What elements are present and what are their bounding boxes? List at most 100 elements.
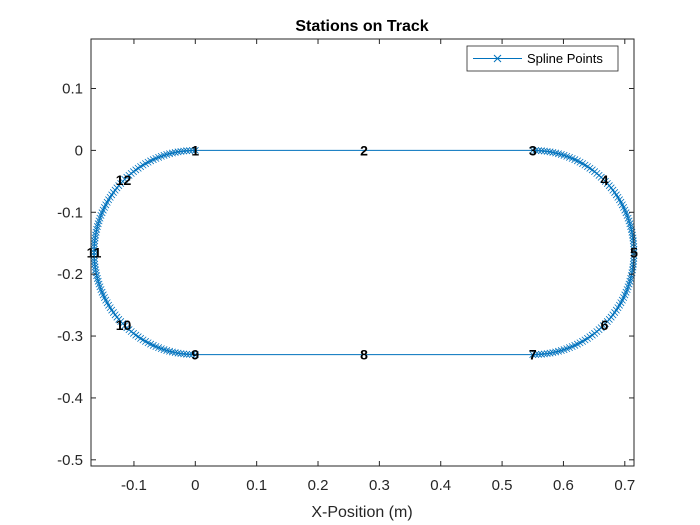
spline-point-marker <box>560 151 568 159</box>
spline-point-marker <box>627 274 635 282</box>
x-tick-label: -0.1 <box>121 477 147 494</box>
x-axis-title: X-Position (m) <box>311 504 412 521</box>
spline-point-marker <box>549 349 557 357</box>
spline-point-marker <box>95 217 103 225</box>
spline-point-marker <box>183 350 191 358</box>
spline-point-marker <box>92 266 100 274</box>
spline-point-marker <box>555 150 562 158</box>
spline-point-marker <box>163 346 171 354</box>
spline-point-marker <box>186 350 194 358</box>
spline-point-marker <box>629 231 636 239</box>
plot-frame <box>90 38 635 467</box>
spline-point-marker <box>543 147 551 155</box>
y-tick-label: -0.3 <box>57 328 83 345</box>
spline-point-marker <box>174 349 182 357</box>
spline-point-marker <box>93 223 101 231</box>
chart-title: Stations on Track <box>295 18 428 35</box>
y-tick-label: -0.1 <box>57 204 83 221</box>
spline-point-marker <box>557 151 565 159</box>
x-tick-label: 0.4 <box>430 477 451 494</box>
spline-point-marker <box>160 346 168 354</box>
spline-point-marker <box>166 347 174 355</box>
spline-point-marker <box>163 151 171 159</box>
spline-point-marker <box>166 150 174 158</box>
spline-point-marker <box>168 348 176 356</box>
spline-point-marker <box>529 351 537 359</box>
spline-point-marker <box>93 272 101 280</box>
spline-point-marker <box>94 277 102 285</box>
spline-point-marker <box>94 220 102 228</box>
spline-point-marker <box>96 214 104 222</box>
spline-point-marker <box>540 350 548 358</box>
spline-point-marker <box>174 148 182 156</box>
spline-point-marker <box>91 263 99 271</box>
station-label: 2 <box>360 142 368 158</box>
spline-point-marker <box>186 147 194 155</box>
station-label: 8 <box>360 347 368 363</box>
station-label: 3 <box>529 142 537 158</box>
y-tick-label: -0.5 <box>57 452 83 469</box>
spline-point-marker <box>560 346 568 354</box>
spline-point-marker <box>90 249 98 256</box>
spline-point-marker <box>180 350 188 358</box>
spline-point-marker <box>180 147 188 155</box>
station-label: 6 <box>601 317 609 333</box>
spline-point-marker <box>90 251 98 259</box>
spline-point-marker <box>91 234 99 242</box>
spline-point-marker <box>624 214 632 222</box>
station-label: 10 <box>116 317 132 333</box>
x-tick-label: 0.1 <box>246 477 267 494</box>
y-tick-label: -0.4 <box>57 390 83 407</box>
x-tick-label: 0 <box>191 477 199 494</box>
y-tick-label: 0 <box>75 142 83 159</box>
y-axis-ticks: 0.1 0 -0.1 -0.2 -0.3 -0.4 -0.5 <box>57 81 634 469</box>
spline-point-marker <box>91 260 99 268</box>
spline-point-marker <box>92 228 100 236</box>
spline-point-marker <box>535 350 543 358</box>
legend-x-marker-icon <box>493 54 502 63</box>
spline-point-marker <box>625 217 633 225</box>
spline-point-marker <box>629 266 636 274</box>
spline-point-marker <box>171 148 179 156</box>
spline-point-marker <box>90 246 98 254</box>
station-label: 12 <box>116 172 132 188</box>
spline-point-marker <box>540 147 548 155</box>
spline-point-marker <box>552 149 560 157</box>
station-label: 4 <box>601 172 609 188</box>
spline-point-marker <box>157 345 165 353</box>
legend: Spline Points <box>466 45 619 72</box>
spline-point-marker <box>626 220 634 228</box>
station-label: 11 <box>87 245 102 261</box>
spline-point-marker <box>183 147 191 155</box>
plot-area <box>91 39 634 466</box>
spline-point-marker <box>92 231 100 239</box>
spline-point-marker <box>549 148 557 156</box>
spline-point-marker <box>626 277 634 285</box>
spline-point-marker <box>90 240 98 248</box>
spline-point-marker <box>537 350 545 358</box>
legend-label: Spline Points <box>527 51 603 66</box>
y-tick-label: 0.1 <box>62 81 83 98</box>
spline-point-marker <box>91 237 99 245</box>
spline-point-marker <box>535 147 543 155</box>
spline-point-marker <box>557 346 565 354</box>
x-tick-label: 0.7 <box>614 477 635 494</box>
spline-point-marker <box>160 151 168 159</box>
spline-point-marker <box>188 146 196 154</box>
x-tick-label: 0.6 <box>553 477 574 494</box>
station-label: 1 <box>191 142 199 158</box>
spline-point-marker <box>532 351 540 359</box>
spline-point-marker <box>537 147 545 155</box>
spline-point-marker <box>546 349 554 357</box>
spline-point-marker <box>555 347 562 355</box>
spline-point-marker <box>563 345 571 353</box>
spline-point-marker <box>90 243 98 251</box>
spline-point-marker <box>546 148 554 156</box>
spline-point-marker <box>627 223 635 231</box>
y-tick-label: -0.2 <box>57 266 83 283</box>
spline-point-marker <box>177 147 185 155</box>
spline-point-marker <box>90 254 98 262</box>
spline-point-marker <box>177 350 185 358</box>
x-axis-ticks: -0.1 0 0.1 0.2 0.3 0.4 0.5 0.6 0.7 <box>121 39 635 494</box>
